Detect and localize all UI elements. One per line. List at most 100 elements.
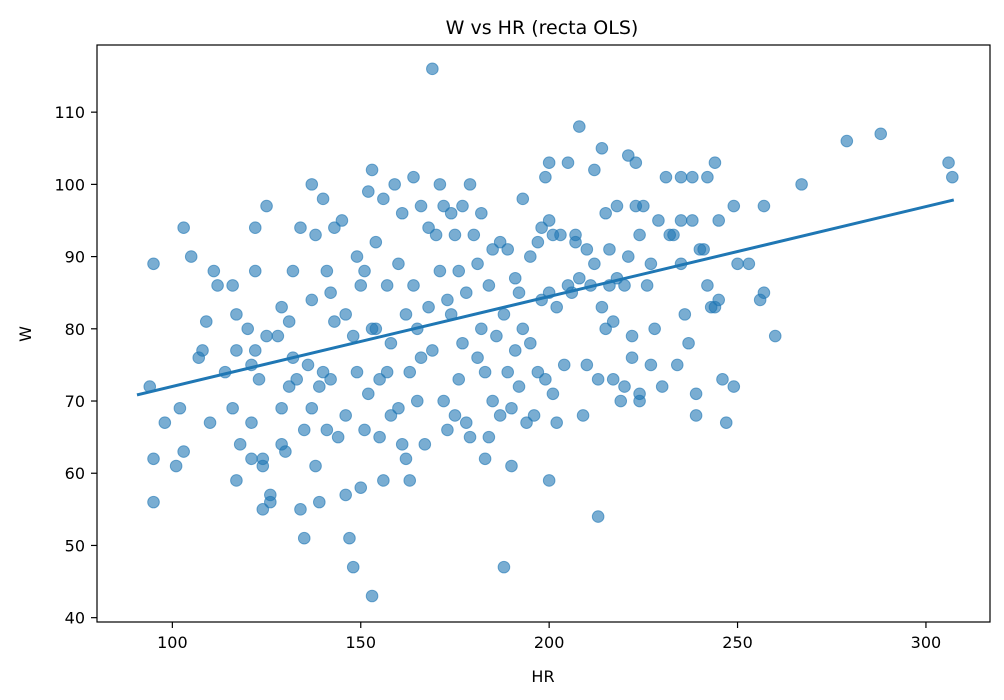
data-point [625,329,639,343]
data-point [542,156,556,170]
plot-area [136,62,959,603]
data-point [674,214,688,227]
data-point [731,257,744,271]
data-point [305,293,319,307]
data-point [316,192,330,206]
data-point [196,344,209,357]
data-point [719,416,733,429]
data-point [561,156,575,170]
data-point [226,401,239,415]
data-point [508,344,522,357]
data-point [294,503,307,516]
data-point [369,322,383,336]
data-point [497,560,511,574]
data-point [245,452,258,466]
data-point [147,495,160,509]
data-point [678,308,692,321]
data-point [535,221,548,235]
x-tick-label: 300 [911,633,942,652]
data-point [554,228,567,242]
data-point [637,199,650,213]
data-point [350,365,364,379]
data-point [512,286,526,299]
data-point [384,336,398,350]
x-axis: 100 150 200 250 300 [157,622,941,652]
data-point [727,199,741,213]
data-point [527,409,541,422]
data-point [697,243,710,256]
data-point [320,264,334,278]
data-point [256,452,270,466]
data-point [942,156,955,170]
data-point [444,206,458,220]
data-point [701,170,714,184]
data-point [542,474,556,487]
data-point [252,373,266,386]
data-point [708,156,722,170]
data-point [358,423,371,437]
data-point [297,423,311,437]
data-point [531,365,545,379]
data-point [324,286,337,299]
data-point [275,401,288,415]
data-point [282,315,296,328]
data-point [147,257,160,271]
data-point [426,344,439,357]
y-tick-label: 50 [65,536,85,555]
chart-title: W vs HR (recta OLS) [446,17,639,39]
data-point [433,264,447,278]
data-point [618,279,631,292]
data-point [516,322,530,336]
data-point [727,380,741,393]
data-point [512,380,526,393]
data-point [591,510,605,523]
data-point [328,315,341,328]
data-point [346,560,360,574]
data-point [674,170,688,184]
data-point [377,192,390,206]
data-point [301,358,315,372]
data-point [550,300,563,314]
data-point [441,423,454,437]
data-point [633,228,646,242]
data-point [264,495,277,509]
data-point [486,394,499,408]
data-point [546,387,560,401]
data-point [354,279,368,292]
data-point [361,185,375,198]
data-point [230,308,243,321]
data-point [271,329,285,343]
data-point [392,257,405,271]
data-point [471,257,484,271]
data-point [256,503,270,516]
data-point [606,373,620,386]
data-point [309,459,322,473]
data-point [478,365,492,379]
data-point [493,235,507,249]
data-point [655,380,669,393]
data-point [768,329,782,343]
data-point [173,401,187,415]
data-point [260,329,273,343]
data-point [331,430,345,444]
data-point [459,286,473,299]
data-point [505,401,518,415]
data-point [463,430,477,444]
data-point [346,329,360,343]
data-point [399,452,413,466]
data-point [158,416,172,429]
data-point [452,264,466,278]
data-point [550,416,563,429]
data-point [313,380,326,393]
data-point [358,264,371,278]
data-point [569,235,582,249]
data-point [682,336,695,350]
data-point [603,243,616,256]
y-axis: 40 50 60 70 80 90 100 110 [54,103,97,628]
data-point [588,163,601,177]
data-point [572,120,586,133]
data-point [403,474,417,487]
y-axis-label: W [16,326,35,342]
data-point [757,199,771,213]
data-point [667,228,680,242]
